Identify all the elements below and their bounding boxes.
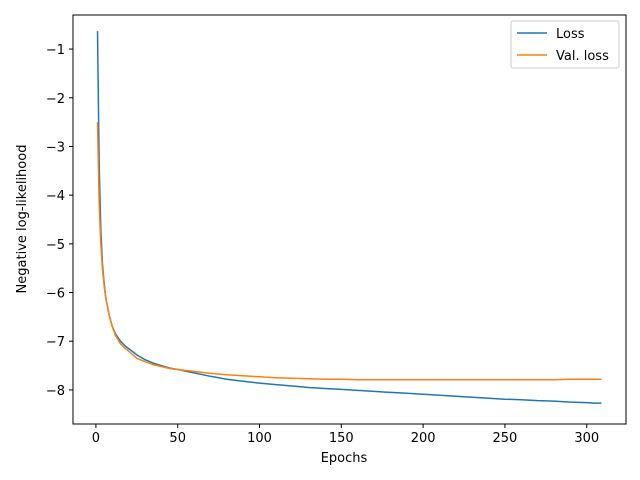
- y-tick-label: −1: [46, 43, 65, 58]
- x-ticks: 0 50 100 150 200 250 300: [92, 424, 599, 446]
- y-tick-label: −4: [46, 189, 65, 204]
- y-ticks: −8 −7 −6 −5 −4 −3 −2 −1: [46, 43, 73, 399]
- x-axis-label: Epochs: [321, 451, 368, 466]
- x-tick-label: 200: [411, 431, 436, 446]
- plot-frame: [72, 14, 627, 425]
- y-tick-label: −2: [46, 92, 65, 107]
- legend-label-loss: Loss: [556, 27, 585, 42]
- y-tick-label: −3: [46, 140, 65, 155]
- x-tick-label: 300: [574, 431, 599, 446]
- y-axis-label: Negative log-likelihood: [15, 145, 30, 294]
- legend-label-val-loss: Val. loss: [556, 49, 609, 64]
- x-tick-label: 100: [247, 431, 272, 446]
- y-tick-label: −8: [46, 384, 65, 399]
- lines-layer: [96, 31, 602, 404]
- x-tick-label: 0: [92, 431, 100, 446]
- x-tick-label: 50: [169, 431, 186, 446]
- y-tick-label: −7: [46, 335, 65, 350]
- series-line-val-loss: [96, 122, 602, 381]
- y-tick-label: −5: [46, 238, 65, 253]
- y-tick-label: −6: [46, 287, 65, 302]
- x-tick-label: 150: [329, 431, 354, 446]
- legend: Loss Val. loss: [510, 20, 620, 69]
- x-tick-label: 250: [493, 431, 518, 446]
